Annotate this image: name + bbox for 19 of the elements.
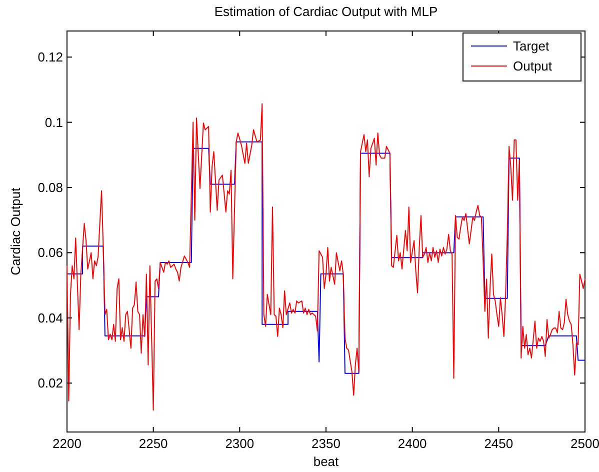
legend-label: Target [513, 38, 550, 54]
x-tick-label: 2250 [138, 436, 168, 451]
y-tick-label: 0.08 [38, 180, 63, 196]
y-tick-label: 0.02 [38, 376, 63, 391]
y-tick-label: 0.12 [38, 50, 63, 65]
y-tick-label: 0.04 [38, 310, 63, 326]
x-tick-label: 2300 [225, 436, 254, 451]
y-tick-label: 0.1 [44, 114, 63, 130]
x-axis-title: beat [313, 454, 340, 469]
x-tick-label: 2200 [52, 436, 82, 451]
line-series [66, 103, 586, 411]
x-tick-label: 2400 [398, 436, 427, 451]
x-tick-label: 2500 [570, 436, 599, 451]
y-axis-title: Cardiac Output [8, 187, 23, 276]
chart-title: Estimation of Cardiac Output with MLP [214, 4, 438, 19]
y-tick-label: 0.06 [38, 245, 63, 260]
legend-label: Output [513, 58, 552, 74]
x-tick-label: 2350 [312, 436, 340, 451]
x-tick-label: 2450 [484, 436, 514, 451]
